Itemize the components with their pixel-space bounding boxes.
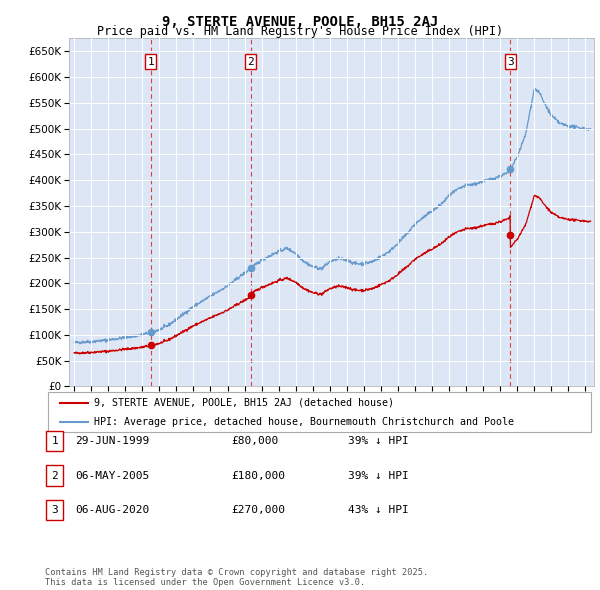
Text: 06-AUG-2020: 06-AUG-2020 (75, 506, 149, 515)
Text: Price paid vs. HM Land Registry's House Price Index (HPI): Price paid vs. HM Land Registry's House … (97, 25, 503, 38)
Text: 29-JUN-1999: 29-JUN-1999 (75, 436, 149, 445)
Text: Contains HM Land Registry data © Crown copyright and database right 2025.
This d: Contains HM Land Registry data © Crown c… (45, 568, 428, 587)
Text: 1: 1 (147, 57, 154, 67)
FancyBboxPatch shape (46, 431, 63, 451)
Text: 1: 1 (51, 436, 58, 445)
Text: £80,000: £80,000 (231, 436, 278, 445)
Text: 2: 2 (247, 57, 254, 67)
Text: HPI: Average price, detached house, Bournemouth Christchurch and Poole: HPI: Average price, detached house, Bour… (94, 417, 514, 427)
Text: 9, STERTE AVENUE, POOLE, BH15 2AJ: 9, STERTE AVENUE, POOLE, BH15 2AJ (162, 15, 438, 29)
Text: £270,000: £270,000 (231, 506, 285, 515)
Text: 2: 2 (51, 471, 58, 480)
Text: 9, STERTE AVENUE, POOLE, BH15 2AJ (detached house): 9, STERTE AVENUE, POOLE, BH15 2AJ (detac… (94, 398, 394, 408)
FancyBboxPatch shape (48, 392, 591, 432)
Text: 3: 3 (51, 506, 58, 515)
Text: 39% ↓ HPI: 39% ↓ HPI (348, 436, 409, 445)
Text: 3: 3 (507, 57, 514, 67)
FancyBboxPatch shape (46, 466, 63, 486)
FancyBboxPatch shape (46, 500, 63, 520)
Text: 39% ↓ HPI: 39% ↓ HPI (348, 471, 409, 480)
Text: £180,000: £180,000 (231, 471, 285, 480)
Text: 06-MAY-2005: 06-MAY-2005 (75, 471, 149, 480)
Text: 43% ↓ HPI: 43% ↓ HPI (348, 506, 409, 515)
